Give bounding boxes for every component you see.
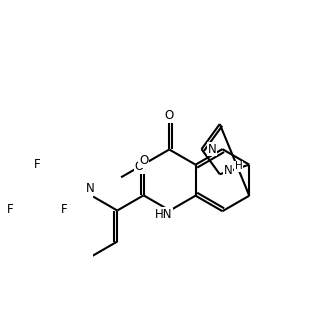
Text: O: O xyxy=(135,160,144,173)
Text: F: F xyxy=(7,203,14,216)
Text: N: N xyxy=(208,143,216,156)
Text: O: O xyxy=(165,109,174,122)
Text: F: F xyxy=(34,158,41,172)
Text: O: O xyxy=(139,154,148,167)
Text: H: H xyxy=(235,161,243,172)
Text: N: N xyxy=(224,164,233,177)
Text: F: F xyxy=(61,203,68,216)
Text: N: N xyxy=(86,182,95,195)
Text: HN: HN xyxy=(155,208,172,221)
